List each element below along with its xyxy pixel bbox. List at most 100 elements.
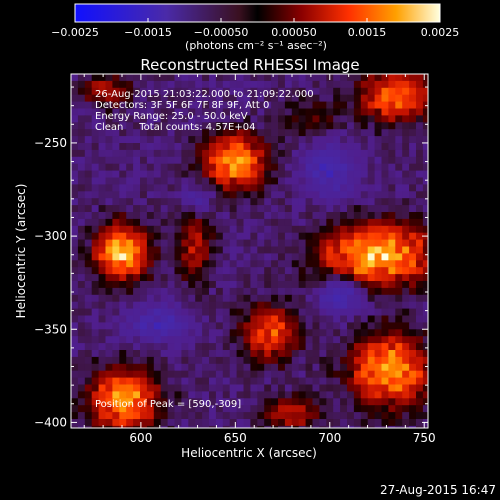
heatmap-cell <box>215 377 224 385</box>
heatmap-cell <box>77 356 86 365</box>
heatmap-cell <box>305 287 313 296</box>
heatmap-cell <box>416 191 424 199</box>
heatmap-cell <box>236 74 244 82</box>
heatmap-cell <box>381 363 389 372</box>
heatmap-cell <box>84 129 93 137</box>
heatmap-cell <box>326 308 334 316</box>
heatmap-cell <box>105 101 113 109</box>
heatmap-cell <box>84 301 93 310</box>
heatmap-cell <box>333 322 341 330</box>
heatmap-cell <box>77 163 86 172</box>
heatmap-cell <box>236 225 244 234</box>
heatmap-cell <box>71 301 79 310</box>
heatmap-cell <box>409 356 417 365</box>
heatmap-cell <box>326 184 334 192</box>
heatmap-cell <box>422 239 428 247</box>
heatmap-cell <box>119 108 127 116</box>
heatmap-cell <box>402 156 410 165</box>
heatmap-cell <box>140 412 148 420</box>
heatmap-cell <box>105 308 113 316</box>
heatmap-cell <box>353 136 362 144</box>
heatmap-cell <box>77 384 86 392</box>
heatmap-cell <box>140 149 148 158</box>
heatmap-cell <box>215 322 224 330</box>
heatmap-cell <box>422 336 428 344</box>
heatmap-cell <box>174 287 182 296</box>
heatmap-cell <box>160 101 169 109</box>
heatmap-cell <box>381 370 389 379</box>
heatmap-cell <box>416 122 424 130</box>
heatmap-cell <box>353 177 362 185</box>
heatmap-cell <box>284 108 293 116</box>
heatmap-cell <box>374 391 382 399</box>
heatmap-cell <box>298 391 307 399</box>
heatmap-cell <box>319 149 327 158</box>
heatmap-cell <box>112 149 120 158</box>
heatmap-cell <box>119 356 127 365</box>
heatmap-cell <box>416 377 424 385</box>
heatmap-cell <box>360 412 369 420</box>
heatmap-cell <box>195 308 203 316</box>
heatmap-cell <box>236 239 244 247</box>
heatmap-cell <box>105 343 113 351</box>
heatmap-cell <box>91 336 100 344</box>
heatmap-cell <box>353 184 362 192</box>
heatmap-cell <box>271 232 279 241</box>
heatmap-cell <box>181 177 189 185</box>
colorbar-gradient <box>74 3 441 23</box>
heatmap-cell <box>215 108 224 116</box>
heatmap-cell <box>105 419 113 427</box>
heatmap-cell <box>333 87 341 96</box>
heatmap-cell <box>333 419 341 427</box>
heatmap-cell <box>340 198 348 206</box>
heatmap-cell <box>360 398 369 406</box>
heatmap-cell <box>278 350 286 358</box>
heatmap-cell <box>167 129 175 137</box>
heatmap-cell <box>146 287 155 296</box>
heatmap-cell <box>77 115 86 123</box>
heatmap-cell <box>160 405 169 413</box>
heatmap-cell <box>264 412 272 420</box>
heatmap-cell <box>133 294 141 303</box>
heatmap-cell <box>146 177 155 185</box>
heatmap-cell <box>98 184 106 192</box>
heatmap-cell <box>98 287 106 296</box>
heatmap-cell <box>360 212 369 220</box>
heatmap-cell <box>84 74 93 82</box>
heatmap-cell <box>146 94 155 103</box>
heatmap-cell <box>326 156 334 165</box>
heatmap-cell <box>91 143 100 151</box>
heatmap-cell <box>71 129 79 137</box>
heatmap-cell <box>298 170 307 178</box>
heatmap-cell <box>77 287 86 296</box>
heatmap-cell <box>229 419 238 427</box>
heatmap-cell <box>167 267 175 275</box>
heatmap-cell <box>140 212 148 220</box>
heatmap-cell <box>195 101 203 109</box>
heatmap-cell <box>195 425 203 428</box>
heatmap-cell <box>340 184 348 192</box>
heatmap-cell <box>174 419 182 427</box>
heatmap-cell <box>402 384 410 392</box>
heatmap-cell <box>305 177 313 185</box>
heatmap-cell <box>312 136 320 144</box>
heatmap-cell <box>416 281 424 289</box>
heatmap-cell <box>105 163 113 172</box>
heatmap-cell <box>250 350 258 358</box>
heatmap-cell <box>284 163 293 172</box>
heatmap-cell <box>236 156 244 165</box>
heatmap-cell <box>160 149 169 158</box>
heatmap-cell <box>340 122 348 130</box>
heatmap-cell <box>257 218 265 227</box>
heatmap-cell <box>77 80 86 89</box>
heatmap-cell <box>202 267 210 275</box>
heatmap-cell <box>119 136 127 144</box>
heatmap-cell <box>236 149 244 158</box>
heatmap-cell <box>326 191 334 199</box>
heatmap-cell <box>367 260 376 268</box>
heatmap-cell <box>360 419 369 427</box>
heatmap-cell <box>271 363 279 372</box>
heatmap-cell <box>119 301 127 310</box>
heatmap-cell <box>264 80 272 89</box>
heatmap-cell <box>119 212 127 220</box>
